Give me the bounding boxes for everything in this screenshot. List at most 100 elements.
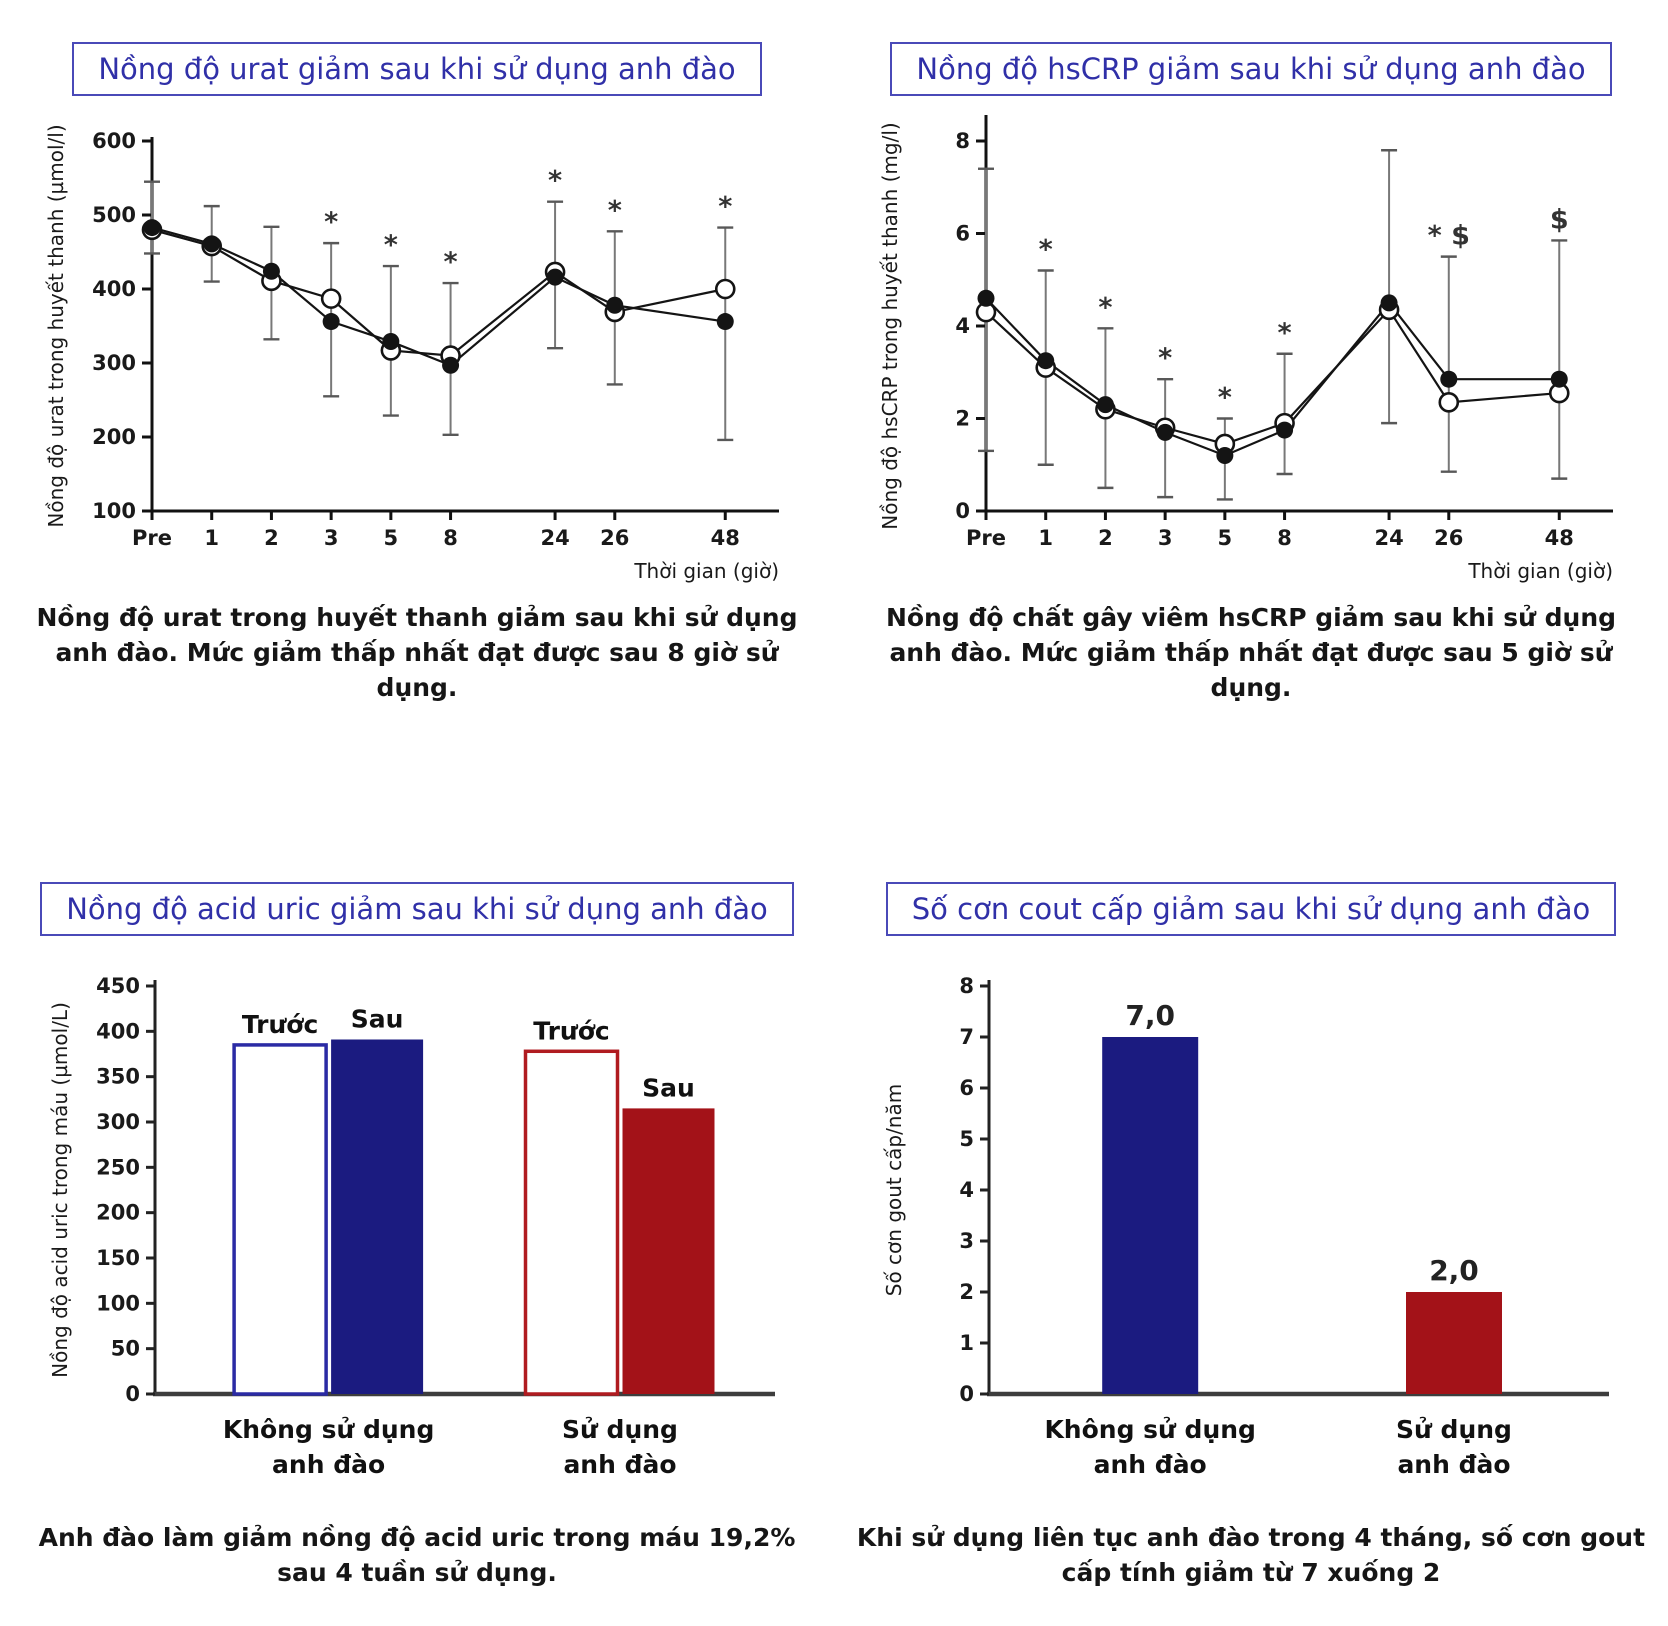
chart-title-box-hscrp: Nồng độ hsCRP giảm sau khi sử dụng anh đ… xyxy=(890,42,1612,97)
svg-text:5: 5 xyxy=(384,526,399,550)
svg-text:2: 2 xyxy=(959,1280,974,1304)
axes: 100 200 300 400 500 600 Pre 1 2 3 5 8 24 26 48 Thời gia… xyxy=(44,125,779,583)
svg-text:1: 1 xyxy=(959,1331,974,1355)
svg-text:3: 3 xyxy=(959,1229,974,1253)
svg-text:2,0: 2,0 xyxy=(1429,1254,1479,1287)
svg-text:2: 2 xyxy=(955,407,970,431)
chart-title-gout-attacks: Số cơn cout cấp giảm sau khi sử dụng anh… xyxy=(911,892,1591,926)
svg-text:7: 7 xyxy=(959,1025,974,1049)
panel-acid-uric: Nồng độ acid uric giảm sau khi sử dụng a… xyxy=(0,812,834,1626)
panel-hscrp: Nồng độ hsCRP giảm sau khi sử dụng anh đ… xyxy=(834,0,1668,812)
svg-text:*: * xyxy=(608,196,622,227)
svg-text:200: 200 xyxy=(96,1201,140,1225)
svg-text:26: 26 xyxy=(1434,526,1463,550)
svg-text:Sử dụng: Sử dụng xyxy=(1396,1415,1512,1444)
svg-text:200: 200 xyxy=(92,425,136,449)
urate-line-chart: 100 200 300 400 500 600 Pre 1 2 3 5 8 24 26 48 Thời gia… xyxy=(44,125,779,583)
svg-text:300: 300 xyxy=(96,1110,140,1134)
svg-text:2: 2 xyxy=(264,526,279,550)
bar-group: 7,0 Không sử dụng anh đào xyxy=(1044,999,1256,1479)
acid-uric-bar-chart: 0 50 100 150 200 250 300 350 400 450 Nồng độ acid … xyxy=(48,974,775,1479)
svg-text:*: * xyxy=(718,192,732,223)
significance-annotations: * * * * * * $ $ xyxy=(1039,205,1569,414)
svg-text:0: 0 xyxy=(125,1382,140,1406)
error-bars xyxy=(978,149,1568,501)
axes: 0 1 2 3 4 5 6 7 8 Số cơn gout cấp/năm xyxy=(882,974,1609,1406)
svg-text:7,0: 7,0 xyxy=(1125,999,1175,1032)
svg-text:*: * xyxy=(384,230,398,261)
svg-text:5: 5 xyxy=(1218,526,1233,550)
filled-circle-series-markers xyxy=(143,219,734,374)
open-circle-series-markers xyxy=(975,299,1570,455)
svg-text:Không sử dụng: Không sử dụng xyxy=(1044,1415,1256,1444)
svg-text:48: 48 xyxy=(711,526,740,550)
error-bars xyxy=(144,180,734,442)
svg-text:0: 0 xyxy=(955,499,970,523)
svg-text:4: 4 xyxy=(959,1178,974,1202)
svg-text:5: 5 xyxy=(959,1127,974,1151)
svg-text:Số cơn gout cấp/năm: Số cơn gout cấp/năm xyxy=(882,1084,906,1296)
svg-text:*: * xyxy=(548,166,562,197)
chart-title-urate: Nồng độ urat giảm sau khi sử dụng anh đà… xyxy=(98,52,736,86)
svg-text:500: 500 xyxy=(92,203,136,227)
svg-text:anh đào: anh đào xyxy=(272,1450,385,1479)
svg-text:$: $ xyxy=(1550,205,1569,236)
svg-text:24: 24 xyxy=(540,526,569,550)
bar xyxy=(1102,1037,1199,1395)
svg-text:8: 8 xyxy=(955,129,970,153)
svg-text:3: 3 xyxy=(324,526,339,550)
chart-caption-hscrp: Nồng độ chất gây viêm hsCRP giảm sau khi… xyxy=(885,603,1617,703)
svg-text:26: 26 xyxy=(600,526,629,550)
bar xyxy=(523,1049,620,1396)
open-circle-series-markers xyxy=(141,219,736,367)
svg-text:*: * xyxy=(1278,318,1292,349)
svg-text:*: * xyxy=(1218,383,1232,414)
svg-text:48: 48 xyxy=(1545,526,1574,550)
open-circle-series-line xyxy=(151,228,726,357)
svg-text:6: 6 xyxy=(955,222,970,246)
chart-title-acid-uric: Nồng độ acid uric giảm sau khi sử dụng a… xyxy=(66,892,768,926)
chart-title-box-gout-attacks: Số cơn cout cấp giảm sau khi sử dụng anh… xyxy=(885,882,1617,937)
svg-text:0: 0 xyxy=(959,1382,974,1406)
svg-text:150: 150 xyxy=(96,1246,140,1270)
bar xyxy=(232,1043,328,1397)
svg-text:Pre: Pre xyxy=(966,526,1006,550)
chart-title-hscrp: Nồng độ hsCRP giảm sau khi sử dụng anh đ… xyxy=(916,52,1586,86)
svg-text:*: * xyxy=(1158,343,1172,374)
bar xyxy=(331,1039,424,1395)
open-circle-series-line xyxy=(985,308,1560,446)
svg-text:Pre: Pre xyxy=(132,526,172,550)
svg-text:Không sử dụng: Không sử dụng xyxy=(223,1415,435,1444)
chart-caption-gout-attacks: Khi sử dụng liên tục anh đào trong 4 thá… xyxy=(856,1523,1646,1588)
svg-text:8: 8 xyxy=(443,526,458,550)
svg-text:400: 400 xyxy=(96,1020,140,1044)
svg-text:*: * xyxy=(1039,235,1053,266)
chart-caption-acid-uric: Anh đào làm giảm nồng độ acid uric trong… xyxy=(38,1523,796,1588)
svg-text:Nồng độ acid uric trong máu (µ: Nồng độ acid uric trong máu (µmol/L) xyxy=(48,1002,72,1378)
svg-text:Thời gian (giờ): Thời gian (giờ) xyxy=(1467,559,1613,583)
filled-circle-series-line xyxy=(985,297,1560,457)
svg-text:* $: * $ xyxy=(1428,221,1470,252)
svg-text:Nồng độ hsCRP trong huyết than: Nồng độ hsCRP trong huyết thanh (mg/l) xyxy=(878,123,902,530)
svg-text:anh đào: anh đào xyxy=(1094,1450,1207,1479)
svg-text:8: 8 xyxy=(1277,526,1292,550)
svg-text:anh đào: anh đào xyxy=(1397,1450,1510,1479)
svg-text:400: 400 xyxy=(92,277,136,301)
significance-annotations: * * * * * * xyxy=(324,166,732,278)
svg-text:*: * xyxy=(324,207,338,238)
chart-caption-urate: Nồng độ urat trong huyết thanh giảm sau … xyxy=(36,603,798,703)
svg-text:100: 100 xyxy=(96,1292,140,1316)
svg-text:Thời gian (giờ): Thời gian (giờ) xyxy=(633,559,779,583)
svg-text:1: 1 xyxy=(204,526,219,550)
svg-text:600: 600 xyxy=(92,129,136,153)
svg-text:*: * xyxy=(1098,293,1112,324)
svg-text:100: 100 xyxy=(92,499,136,523)
svg-text:350: 350 xyxy=(96,1065,140,1089)
svg-text:Sau: Sau xyxy=(351,1005,404,1034)
svg-text:300: 300 xyxy=(92,351,136,375)
svg-text:6: 6 xyxy=(959,1076,974,1100)
gout-attacks-bar-chart: 0 1 2 3 4 5 6 7 8 Số cơn gout cấp/năm 7,0 Không sử … xyxy=(882,974,1609,1479)
chart-title-box-urate: Nồng độ urat giảm sau khi sử dụng anh đà… xyxy=(72,42,762,97)
panel-gout-attacks: Số cơn cout cấp giảm sau khi sử dụng anh… xyxy=(834,812,1668,1626)
